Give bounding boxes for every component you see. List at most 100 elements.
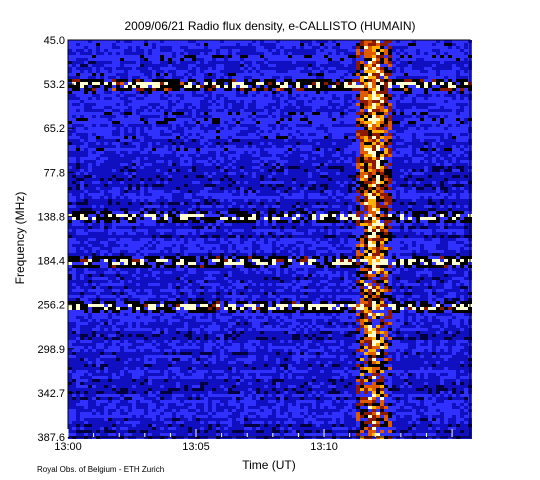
heatmap-cell (368, 49, 372, 52)
heatmap-cell (236, 106, 240, 109)
heatmap-cell (196, 64, 200, 67)
heatmap-cell (144, 187, 148, 190)
heatmap-cell (280, 76, 284, 79)
heatmap-cell (220, 112, 224, 115)
heatmap-cell (396, 184, 400, 187)
heatmap-cell (336, 46, 340, 49)
heatmap-cell (216, 151, 220, 154)
heatmap-cell (300, 172, 304, 175)
heatmap-cell (420, 61, 424, 64)
heatmap-cell (424, 91, 428, 94)
heatmap-cell (248, 166, 252, 169)
heatmap-cell (288, 79, 292, 82)
heatmap-cell (400, 91, 404, 94)
heatmap-cell (176, 88, 180, 91)
heatmap-cell (248, 73, 252, 76)
heatmap-cell (184, 133, 188, 136)
heatmap-cell (176, 130, 180, 133)
heatmap-cell (136, 121, 140, 124)
heatmap-cell (340, 121, 344, 124)
heatmap-cell (76, 148, 80, 151)
heatmap-cell (132, 43, 136, 46)
heatmap-cell (72, 163, 76, 166)
heatmap-cell (424, 112, 428, 115)
heatmap-cell (72, 181, 76, 184)
heatmap-cell (100, 82, 104, 85)
heatmap-cell (216, 61, 220, 64)
heatmap-cell (404, 70, 408, 73)
heatmap-cell (456, 55, 460, 58)
heatmap-cell (144, 97, 148, 100)
heatmap-cell (284, 103, 288, 106)
heatmap-cell (96, 178, 100, 181)
heatmap-cell (400, 76, 404, 79)
heatmap-cell (356, 166, 360, 169)
heatmap-cell (232, 133, 236, 136)
heatmap-cell (152, 178, 156, 181)
heatmap-cell (240, 49, 244, 52)
heatmap-cell (108, 103, 112, 106)
heatmap-cell (324, 67, 328, 70)
heatmap-cell (416, 130, 420, 133)
heatmap-cell (356, 112, 360, 115)
heatmap-cell (136, 46, 140, 49)
heatmap-cell (312, 151, 316, 154)
heatmap-cell (212, 157, 216, 160)
heatmap-cell (160, 160, 164, 163)
heatmap-cell (352, 67, 356, 70)
heatmap-cell (160, 163, 164, 166)
heatmap-cell (148, 76, 152, 79)
heatmap-cell (444, 64, 448, 67)
heatmap-cell (136, 142, 140, 145)
heatmap-cell (172, 160, 176, 163)
heatmap-cell (300, 94, 304, 97)
heatmap-cell (332, 85, 336, 88)
heatmap-cell (88, 76, 92, 79)
heatmap-cell (304, 142, 308, 145)
heatmap-cell (164, 166, 168, 169)
heatmap-cell (316, 172, 320, 175)
heatmap-cell (292, 118, 296, 121)
heatmap-cell (440, 91, 444, 94)
heatmap-cell (88, 46, 92, 49)
heatmap-cell (436, 139, 440, 142)
heatmap-cell (292, 58, 296, 61)
heatmap-cell (320, 55, 324, 58)
heatmap-cell (288, 73, 292, 76)
heatmap-cell (364, 133, 368, 136)
heatmap-cell (168, 82, 172, 85)
heatmap-cell (192, 142, 196, 145)
heatmap-cell (192, 46, 196, 49)
heatmap-cell (104, 136, 108, 139)
heatmap-cell (340, 166, 344, 169)
heatmap-cell (296, 121, 300, 124)
heatmap-cell (120, 85, 124, 88)
heatmap-cell (420, 127, 424, 130)
heatmap-cell (152, 64, 156, 67)
heatmap-cell (308, 58, 312, 61)
heatmap-cell (104, 55, 108, 58)
heatmap-cell (324, 145, 328, 148)
heatmap-cell (420, 70, 424, 73)
heatmap-cell (452, 118, 456, 121)
heatmap-cell (364, 145, 368, 148)
heatmap-cell (392, 73, 396, 76)
heatmap-cell (300, 133, 304, 136)
heatmap-cell (288, 181, 292, 184)
heatmap-cell (400, 70, 404, 73)
heatmap-cell (156, 85, 160, 88)
heatmap-cell (272, 67, 276, 70)
heatmap-cell (432, 61, 436, 64)
heatmap-cell (404, 178, 408, 181)
heatmap-cell (328, 127, 332, 130)
heatmap-cell (228, 79, 232, 82)
heatmap-cell (136, 85, 140, 88)
heatmap-cell (264, 64, 268, 67)
heatmap-cell (288, 52, 292, 55)
heatmap-cell (260, 82, 264, 85)
heatmap-cell (148, 67, 152, 70)
heatmap-cell (100, 136, 104, 139)
heatmap-cell (144, 160, 148, 163)
heatmap-cell (312, 121, 316, 124)
heatmap-cell (316, 40, 320, 43)
